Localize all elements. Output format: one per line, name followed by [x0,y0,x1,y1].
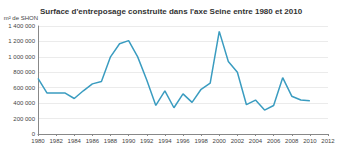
svg-text:1980: 1980 [31,138,45,144]
svg-text:600 000: 600 000 [13,85,35,91]
svg-text:2010: 2010 [303,138,317,144]
svg-text:2006: 2006 [267,138,281,144]
svg-text:2008: 2008 [285,138,299,144]
svg-text:1998: 1998 [194,138,208,144]
svg-text:1982: 1982 [49,138,63,144]
svg-text:1986: 1986 [86,138,100,144]
svg-text:0: 0 [32,131,36,137]
svg-text:1 000 000: 1 000 000 [8,54,35,60]
svg-text:2000: 2000 [213,138,227,144]
svg-text:Surface d'entreposage construi: Surface d'entreposage construite dans l'… [40,7,303,16]
svg-text:1996: 1996 [176,138,190,144]
svg-text:1 200 000: 1 200 000 [8,38,35,44]
svg-text:m² de SHON: m² de SHON [4,15,38,21]
svg-text:1 400 000: 1 400 000 [8,23,35,29]
svg-text:1992: 1992 [140,138,154,144]
svg-text:2002: 2002 [231,138,245,144]
svg-text:400 000: 400 000 [13,100,35,106]
svg-text:200 000: 200 000 [13,116,35,122]
svg-text:1988: 1988 [104,138,118,144]
svg-text:2012: 2012 [321,138,335,144]
svg-text:1990: 1990 [122,138,136,144]
svg-text:2004: 2004 [249,138,263,144]
svg-text:1984: 1984 [68,138,82,144]
svg-text:1994: 1994 [158,138,172,144]
svg-text:800 000: 800 000 [13,69,35,75]
